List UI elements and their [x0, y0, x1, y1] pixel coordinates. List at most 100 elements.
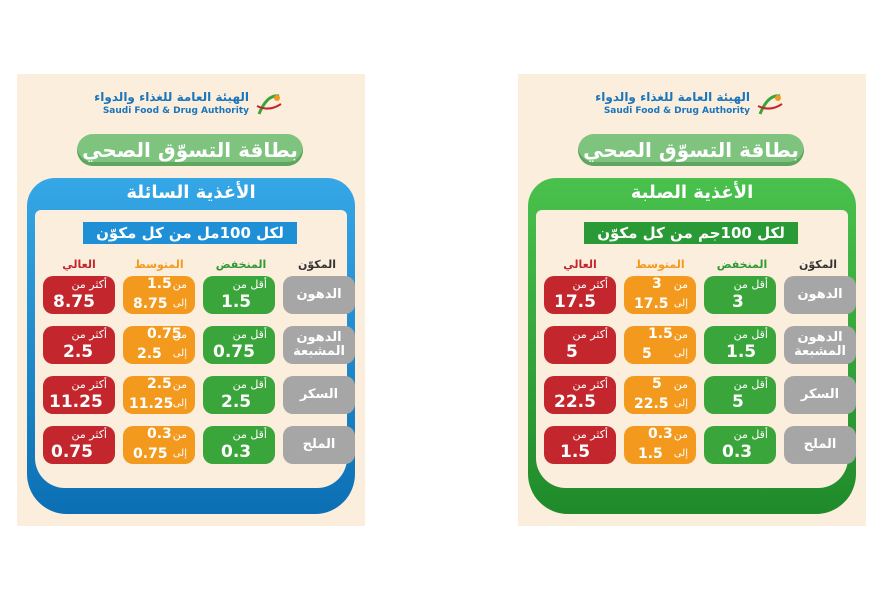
low-value-pill: أقل من 0.3 — [704, 426, 776, 464]
mid-to-value: 22.5 — [634, 396, 669, 412]
high-value: 17.5 — [554, 292, 596, 312]
high-value: 22.5 — [554, 392, 596, 412]
ingredient-sugar: السكر — [283, 376, 355, 414]
to-label: إلى — [673, 398, 688, 409]
mid-range-pill: من 0.3 إلى 0.75 — [123, 426, 195, 464]
low-value: 0.75 — [213, 342, 255, 362]
from-label: من — [172, 428, 187, 441]
high-value-pill: أكثر من 11.25 — [43, 376, 115, 414]
from-label: من — [172, 328, 187, 341]
high-value: 8.75 — [53, 292, 95, 312]
high-value-pill: أكثر من 2.5 — [43, 326, 115, 364]
more-than-label: أكثر من — [71, 428, 107, 441]
mid-from-value: 5 — [652, 376, 662, 392]
high-value-pill: أكثر من 22.5 — [544, 376, 616, 414]
low-value-pill: أقل من 0.75 — [203, 326, 275, 364]
ingredient-fat: الدهون — [283, 276, 355, 314]
from-label: من — [673, 428, 688, 441]
ingredient-salt: الملح — [283, 426, 355, 464]
logo-arabic-text: الهيئة العامة للغذاء والدواء — [94, 90, 249, 104]
high-value-pill: أكثر من 17.5 — [544, 276, 616, 314]
mid-range-pill: من 2.5 إلى 11.25 — [123, 376, 195, 414]
mid-from-value: 2.5 — [147, 376, 172, 392]
high-value: 1.5 — [560, 442, 591, 462]
less-than-label: أقل من — [232, 278, 267, 291]
logo-arabic-text: الهيئة العامة للغذاء والدواء — [595, 90, 750, 104]
col-high-header: العالي — [62, 258, 96, 271]
high-value-pill: أكثر من 8.75 — [43, 276, 115, 314]
logo-english-text: Saudi Food & Drug Authority — [102, 106, 249, 116]
category-label: الأغذية السائلة — [126, 182, 256, 203]
mid-from-value: 1.5 — [147, 276, 172, 292]
from-label: من — [673, 328, 688, 341]
col-ingredient-header: المكوّن — [799, 258, 837, 271]
more-than-label: أكثر من — [71, 378, 107, 391]
sfda-logo: الهيئة العامة للغذاء والدواء Saudi Food … — [595, 90, 786, 122]
mid-to-value: 1.5 — [638, 446, 663, 462]
solid-food-card: الهيئة العامة للغذاء والدواء Saudi Food … — [518, 74, 866, 526]
mid-to-value: 17.5 — [634, 296, 669, 312]
high-value-pill: أكثر من 1.5 — [544, 426, 616, 464]
from-label: من — [172, 378, 187, 391]
low-value-pill: أقل من 0.3 — [203, 426, 275, 464]
from-label: من — [673, 378, 688, 391]
col-mid-header: المتوسط — [635, 258, 685, 271]
mid-from-value: 0.3 — [147, 426, 172, 442]
liquid-food-card: الهيئة العامة للغذاء والدواء Saudi Food … — [17, 74, 365, 526]
col-mid-header: المتوسط — [134, 258, 184, 271]
low-value-pill: أقل من 2.5 — [203, 376, 275, 414]
mid-range-pill: من 1.5 إلى 5 — [624, 326, 696, 364]
high-value: 0.75 — [51, 442, 93, 462]
low-value: 1.5 — [221, 292, 252, 312]
to-label: إلى — [172, 348, 187, 359]
card-title: بطاقة التسوّق الصحي — [578, 134, 804, 166]
low-value: 3 — [732, 292, 744, 312]
mid-to-value: 11.25 — [129, 396, 174, 412]
low-value: 1.5 — [726, 342, 757, 362]
less-than-label: أقل من — [232, 328, 267, 341]
high-value-pill: أكثر من 5 — [544, 326, 616, 364]
low-value: 0.3 — [221, 442, 252, 462]
col-low-header: المنخفض — [716, 258, 768, 271]
per-unit-label: لكل 100جم من كل مكوّن — [584, 222, 798, 244]
to-label: إلى — [673, 298, 688, 309]
logo-english-text: Saudi Food & Drug Authority — [603, 106, 750, 116]
col-high-header: العالي — [563, 258, 597, 271]
less-than-label: أقل من — [232, 378, 267, 391]
more-than-label: أكثر من — [572, 328, 608, 341]
less-than-label: أقل من — [733, 378, 768, 391]
high-value: 2.5 — [63, 342, 94, 362]
high-value: 5 — [566, 342, 578, 362]
more-than-label: أكثر من — [572, 428, 608, 441]
mid-from-value: 3 — [652, 276, 662, 292]
mid-range-pill: من 5 إلى 22.5 — [624, 376, 696, 414]
more-than-label: أكثر من — [572, 378, 608, 391]
less-than-label: أقل من — [232, 428, 267, 441]
mid-range-pill: من 0.75 إلى 2.5 — [123, 326, 195, 364]
ingredient-fat: الدهون — [784, 276, 856, 314]
mid-to-value: 8.75 — [133, 296, 168, 312]
mid-to-value: 0.75 — [133, 446, 168, 462]
mid-range-pill: من 0.3 إلى 1.5 — [624, 426, 696, 464]
card-title: بطاقة التسوّق الصحي — [77, 134, 303, 166]
low-value-pill: أقل من 3 — [704, 276, 776, 314]
high-value: 11.25 — [49, 392, 103, 412]
low-value: 5 — [732, 392, 744, 412]
to-label: إلى — [673, 348, 688, 359]
low-value: 0.3 — [722, 442, 753, 462]
more-than-label: أكثر من — [71, 328, 107, 341]
less-than-label: أقل من — [733, 278, 768, 291]
mid-range-pill: من 3 إلى 17.5 — [624, 276, 696, 314]
to-label: إلى — [172, 398, 187, 409]
to-label: إلى — [172, 448, 187, 459]
from-label: من — [172, 278, 187, 291]
category-label: الأغذية الصلبة — [630, 182, 754, 203]
more-than-label: أكثر من — [572, 278, 608, 291]
more-than-label: أكثر من — [71, 278, 107, 291]
low-value-pill: أقل من 5 — [704, 376, 776, 414]
ingredient-saturated-fat: الدهون المشبعة — [283, 326, 355, 364]
mid-from-value: 0.75 — [147, 326, 182, 342]
to-label: إلى — [172, 298, 187, 309]
col-ingredient-header: المكوّن — [298, 258, 336, 271]
mid-to-value: 2.5 — [137, 346, 162, 362]
